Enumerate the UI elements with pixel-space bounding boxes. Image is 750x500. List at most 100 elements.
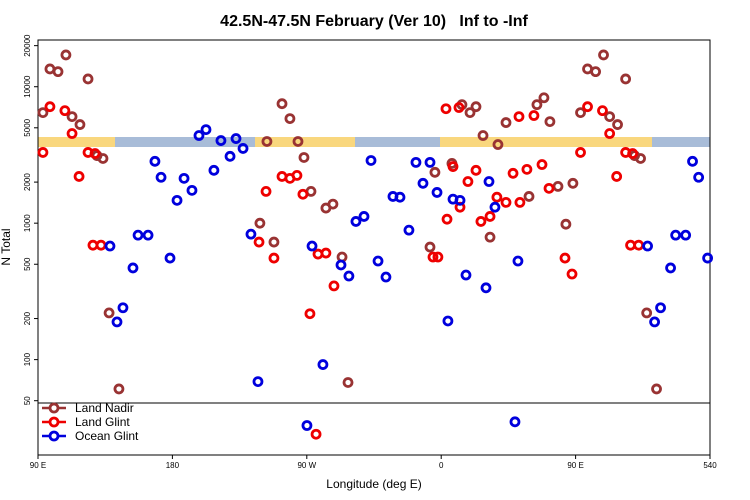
y-tick-label: 50 — [23, 396, 32, 405]
data-point — [597, 105, 608, 117]
x-tick-label: 90 E — [30, 461, 46, 470]
data-point — [635, 153, 646, 164]
data-point — [543, 182, 555, 194]
data-point — [477, 130, 489, 141]
y-tick-label: 100 — [23, 352, 32, 366]
data-point — [66, 111, 78, 123]
data-point — [604, 111, 616, 123]
data-point — [649, 316, 660, 328]
data-point — [528, 110, 540, 121]
data-point — [462, 176, 474, 187]
data-point — [97, 153, 109, 164]
data-point — [327, 198, 339, 210]
data-point — [164, 252, 176, 264]
legend-label: Land Glint — [75, 415, 130, 429]
data-point — [642, 240, 653, 252]
data-point — [417, 177, 429, 189]
data-point — [475, 216, 487, 227]
band-ocean — [652, 137, 710, 147]
data-point — [104, 240, 116, 252]
data-point — [670, 229, 682, 241]
y-tick-label: 5000 — [23, 118, 32, 136]
data-point — [453, 102, 465, 113]
data-point — [298, 152, 310, 163]
data-point — [460, 269, 472, 281]
band-land — [255, 137, 355, 147]
data-point — [491, 191, 503, 203]
data-point — [276, 98, 288, 110]
data-point — [200, 124, 212, 136]
data-point — [193, 130, 205, 141]
data-point — [178, 172, 190, 184]
data-point — [655, 302, 666, 314]
data-point — [512, 255, 524, 267]
data-point — [590, 66, 602, 78]
data-point — [292, 136, 304, 147]
data-point — [89, 148, 101, 159]
data-point — [441, 213, 453, 225]
data-point — [113, 383, 125, 395]
x-tick-label: 180 — [166, 461, 180, 470]
data-point — [483, 176, 495, 187]
data-point — [480, 282, 492, 294]
data-point — [132, 229, 144, 241]
data-point — [268, 236, 280, 248]
data-point — [513, 111, 525, 123]
data-point — [427, 251, 439, 263]
data-point — [155, 171, 167, 183]
band-ocean — [355, 137, 440, 147]
data-point — [651, 383, 662, 395]
data-point — [582, 101, 593, 113]
data-point — [507, 167, 519, 179]
data-point — [470, 101, 482, 113]
data-point — [304, 308, 316, 320]
data-point — [641, 307, 653, 319]
data-point — [442, 315, 454, 327]
data-point — [254, 217, 266, 229]
data-point — [268, 252, 280, 264]
data-point — [464, 107, 476, 119]
data-point — [245, 228, 257, 240]
data-point — [310, 428, 322, 440]
data-point — [470, 164, 482, 176]
data-point — [410, 156, 422, 168]
y-tick-label: 2000 — [23, 173, 32, 191]
data-point — [440, 103, 452, 115]
data-point — [60, 49, 72, 61]
band-ocean — [115, 137, 255, 147]
data-point — [447, 161, 459, 172]
data-point — [103, 307, 115, 319]
data-point — [253, 236, 265, 248]
data-point — [380, 271, 392, 283]
data-point — [74, 119, 86, 130]
data-point — [66, 128, 78, 139]
band-land — [38, 137, 115, 147]
data-point — [44, 101, 56, 113]
y-tick-label: 1000 — [23, 214, 32, 232]
data-point — [424, 156, 436, 168]
data-point — [284, 113, 296, 124]
x-tick-label: 540 — [703, 461, 717, 470]
data-point — [484, 231, 496, 243]
y-axis-label: N Total — [0, 228, 13, 265]
x-tick-label: 90 W — [297, 461, 316, 470]
data-point — [111, 316, 123, 328]
data-point — [567, 177, 579, 189]
data-point — [142, 229, 154, 241]
data-point — [82, 73, 94, 85]
data-point — [394, 191, 406, 203]
x-axis-label: Longitude (deg E) — [326, 477, 421, 491]
x-tick-label: 0 — [439, 461, 444, 470]
legend-label: Land Nadir — [75, 401, 134, 415]
data-point — [489, 201, 501, 213]
data-point — [484, 211, 496, 222]
data-point — [531, 99, 543, 111]
data-point — [215, 135, 227, 146]
data-point — [73, 171, 85, 182]
data-point — [127, 262, 139, 274]
plot-frame — [37, 39, 711, 456]
data-point — [291, 169, 303, 181]
data-point — [403, 224, 415, 236]
data-point — [492, 139, 504, 150]
